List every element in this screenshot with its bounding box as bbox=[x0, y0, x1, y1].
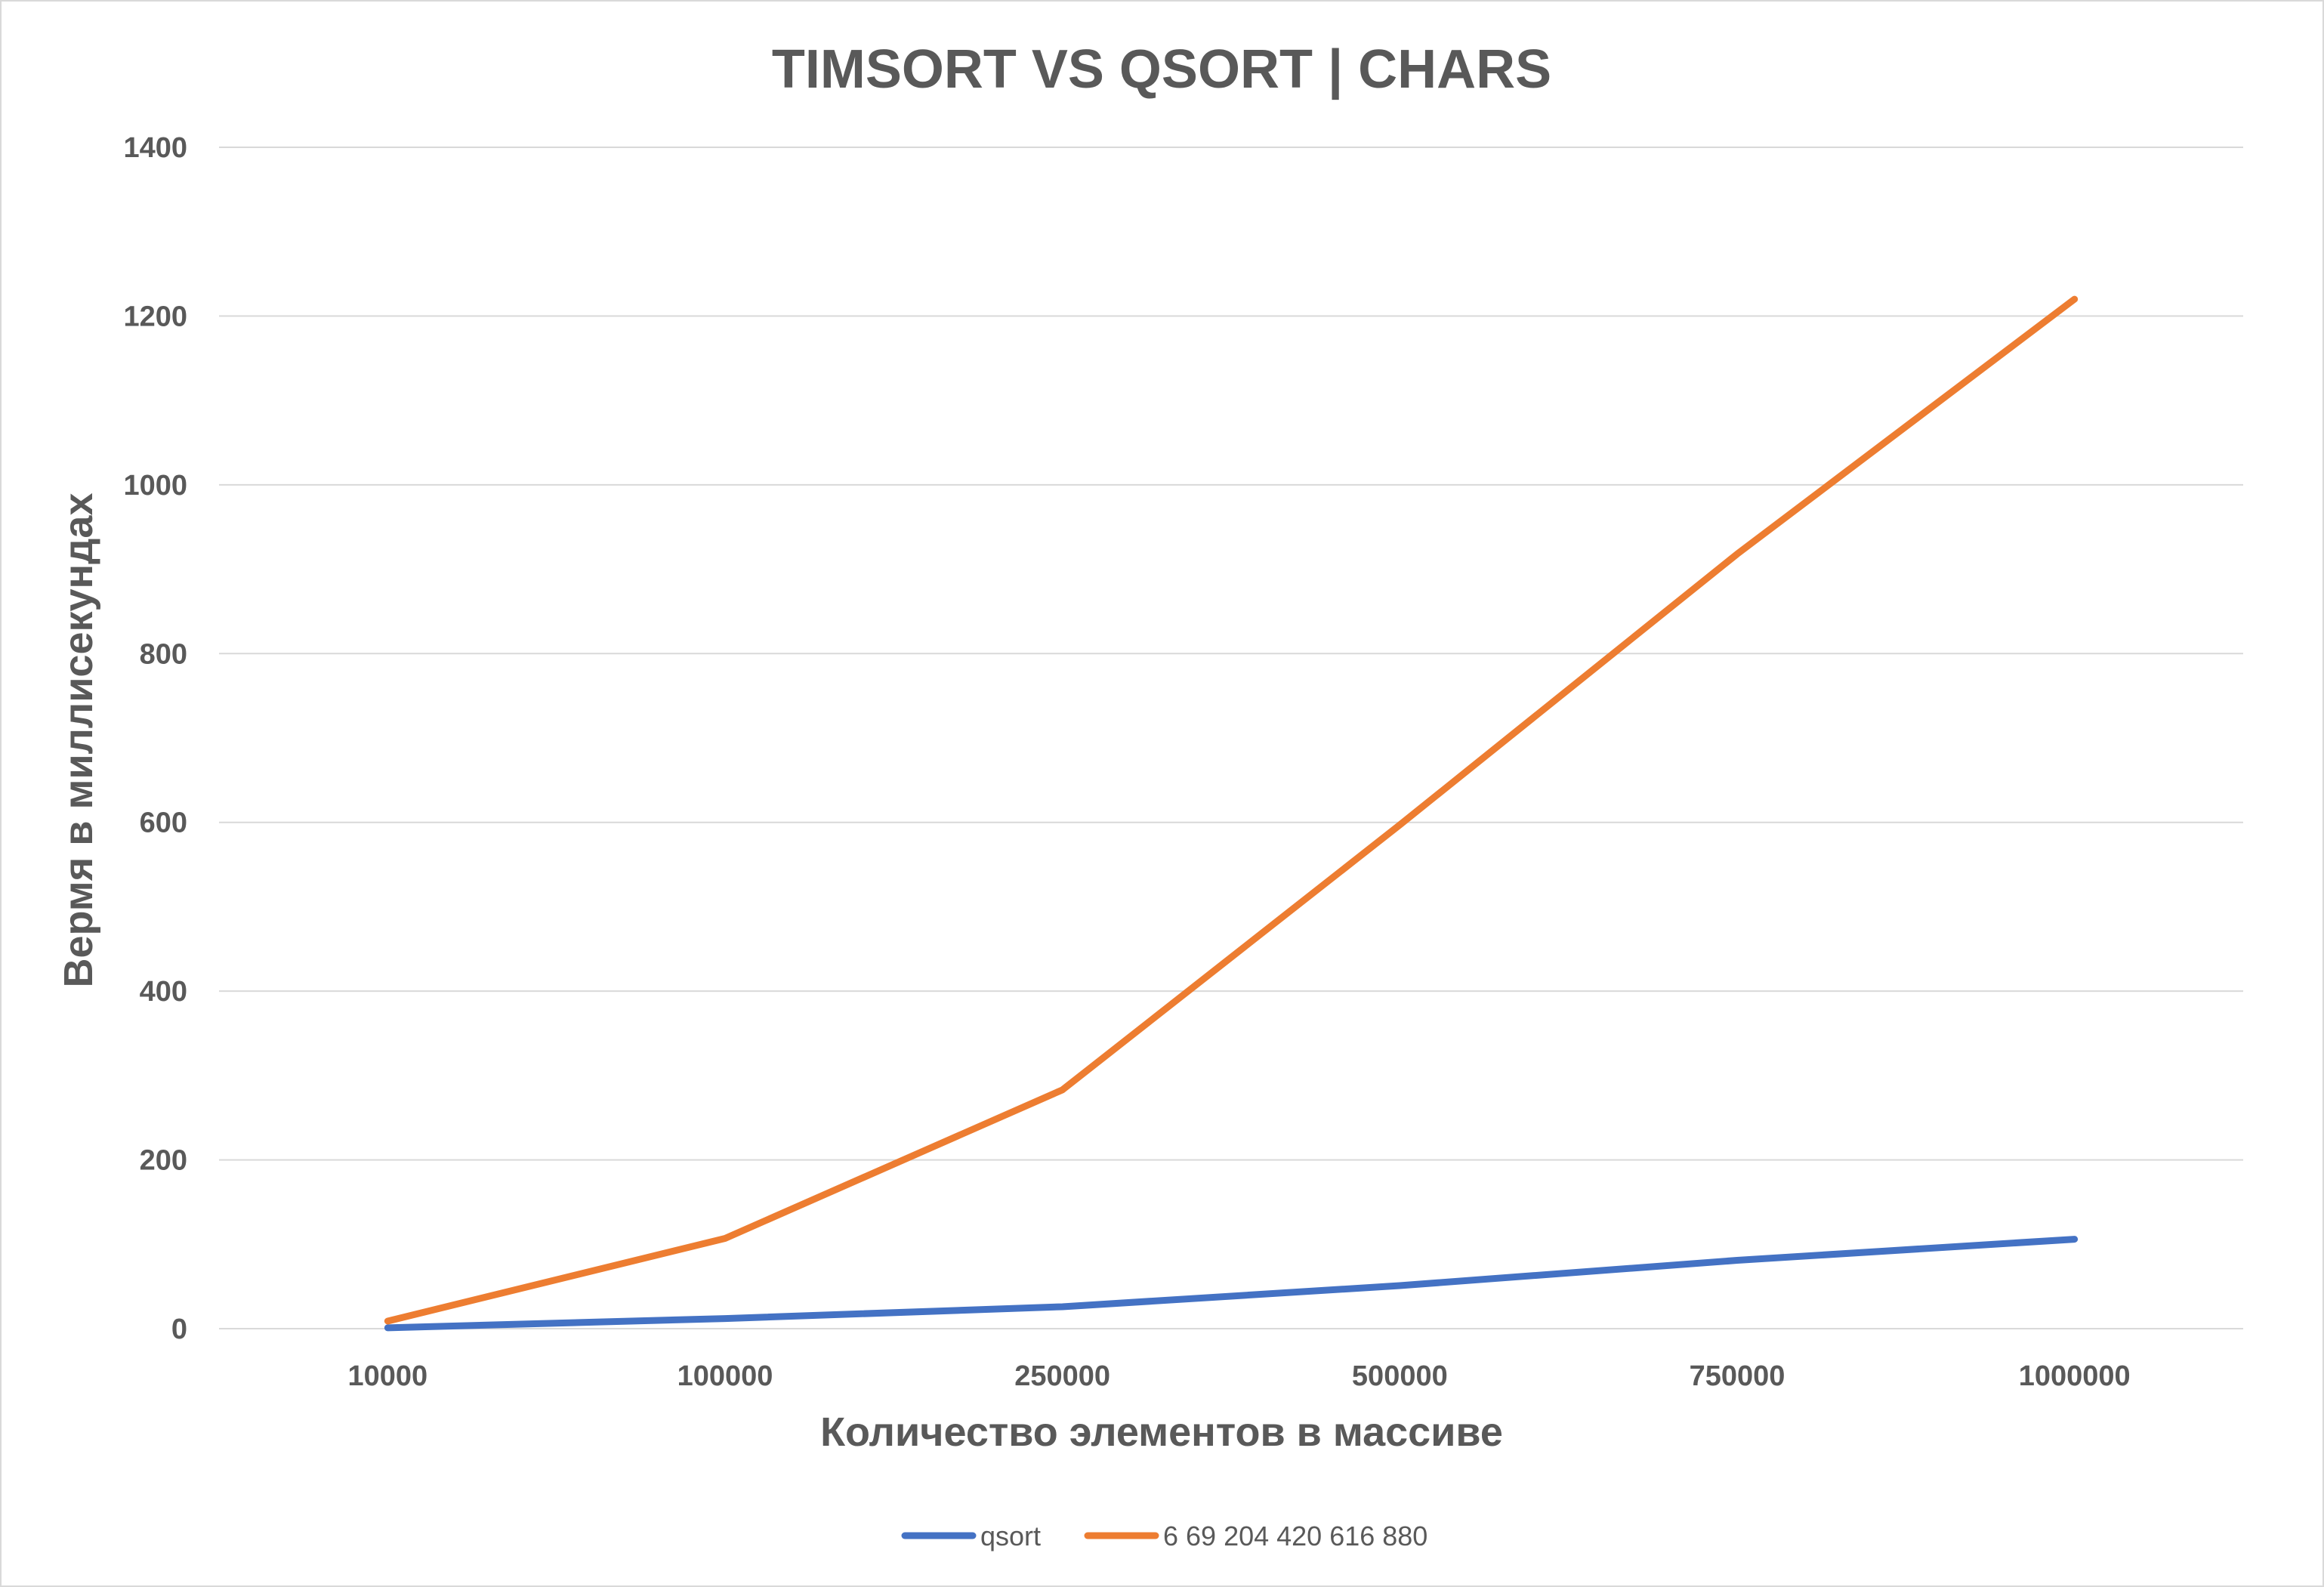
y-tick-label: 200 bbox=[140, 1145, 187, 1177]
chart-title: TIMSORT VS QSORT | CHARS bbox=[772, 39, 1551, 100]
x-tick-label: 10000 bbox=[347, 1360, 427, 1392]
legend-label-1: 6 69 204 420 616 880 bbox=[1163, 1521, 1427, 1551]
y-axis-label: Вермя в миллисекундах bbox=[56, 493, 101, 988]
x-tick-label: 1000000 bbox=[2019, 1360, 2131, 1392]
series-line-0 bbox=[384, 1236, 2079, 1332]
x-tick-label: 100000 bbox=[677, 1360, 773, 1392]
series-lines bbox=[384, 295, 2079, 1332]
y-tick-label: 1200 bbox=[123, 301, 187, 332]
x-axis-ticks: 10000 100000 250000 500000 750000 1000000 bbox=[347, 1360, 2130, 1392]
legend-label-0: qsort bbox=[980, 1521, 1041, 1551]
y-tick-label: 0 bbox=[171, 1314, 187, 1345]
y-tick-label: 400 bbox=[140, 976, 187, 1008]
y-tick-label: 1400 bbox=[123, 132, 187, 164]
x-tick-label: 500000 bbox=[1352, 1360, 1448, 1392]
y-axis-ticks: 0 200 400 600 800 1000 1200 1400 bbox=[123, 132, 187, 1345]
legend: qsort 6 69 204 420 616 880 bbox=[901, 1521, 1427, 1551]
y-tick-label: 800 bbox=[140, 638, 187, 670]
y-tick-label: 1000 bbox=[123, 470, 187, 502]
y-tick-label: 600 bbox=[140, 807, 187, 839]
series-line-1 bbox=[384, 295, 2079, 1325]
x-axis-label: Количество элементов в массиве bbox=[820, 1409, 1503, 1455]
x-tick-label: 750000 bbox=[1690, 1360, 1785, 1392]
x-tick-label: 250000 bbox=[1014, 1360, 1110, 1392]
gridlines bbox=[219, 147, 2243, 1329]
